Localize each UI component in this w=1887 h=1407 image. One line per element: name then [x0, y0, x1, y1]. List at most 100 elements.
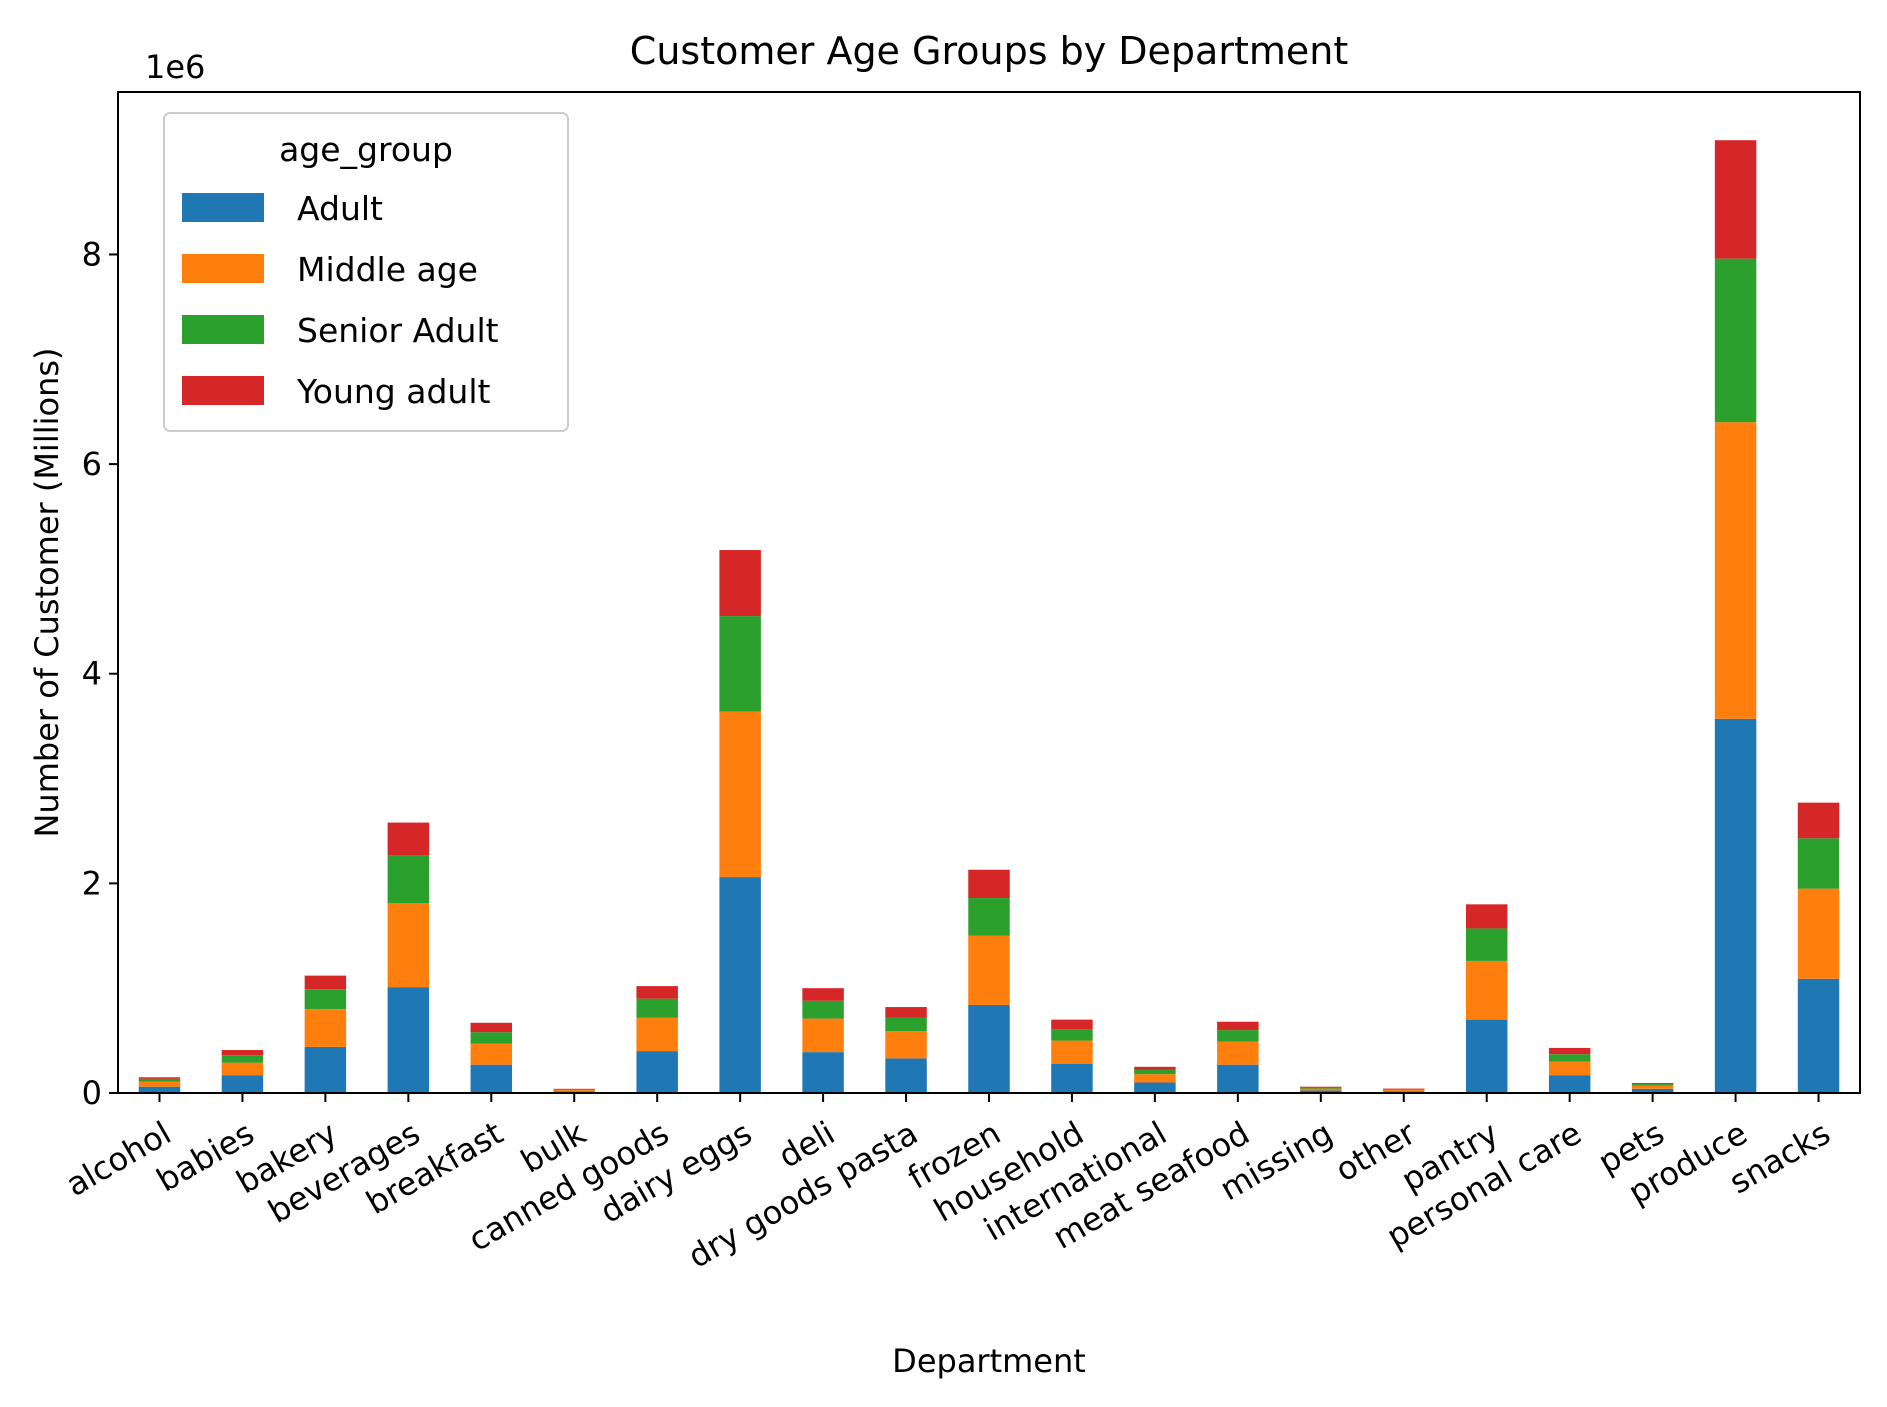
plot-frame: [117, 91, 1861, 1094]
bar-produce-senior-adult: [1714, 258, 1757, 423]
bar-produce-young-adult: [1714, 140, 1757, 259]
bar-beverages-middle-age: [387, 903, 430, 988]
bar-household-young-adult: [1051, 1019, 1093, 1030]
bar-produce-adult: [1714, 718, 1757, 1093]
bar-bulk-senior-adult: [553, 1089, 595, 1091]
bar-bakery-senior-adult: [304, 989, 347, 1010]
y-tick-label: 8: [82, 235, 102, 273]
bar-pantry-adult: [1465, 1019, 1508, 1093]
bars-layer: [138, 140, 1840, 1093]
bar-bakery-middle-age: [304, 1009, 347, 1047]
bar-beverages-young-adult: [387, 822, 430, 856]
bar-deli-middle-age: [802, 1018, 844, 1053]
bar-bulk-middle-age: [553, 1090, 595, 1092]
bar-canned-goods-young-adult: [636, 986, 678, 999]
bar-pets-senior-adult: [1631, 1084, 1674, 1086]
bar-babies-senior-adult: [221, 1055, 264, 1063]
bar-personal-care-senior-adult: [1548, 1054, 1591, 1062]
bar-snacks-adult: [1797, 978, 1840, 1093]
bar-pantry-young-adult: [1465, 904, 1508, 929]
bar-dairy-eggs-adult: [719, 877, 761, 1093]
y-tick-label: 2: [82, 864, 102, 902]
bar-breakfast-senior-adult: [470, 1032, 513, 1044]
legend-label: Adult: [297, 189, 383, 228]
bar-pets-adult: [1631, 1088, 1674, 1093]
y-axis: 0 2 4 6 8: [82, 235, 118, 1112]
x-tick-label: alcohol: [59, 1114, 177, 1204]
bar-other-middle-age: [1383, 1090, 1425, 1092]
bar-missing-adult: [1300, 1090, 1342, 1093]
legend-box: [163, 112, 569, 432]
bar-alcohol-senior-adult: [138, 1078, 181, 1082]
y-tick-label: 0: [82, 1074, 102, 1112]
y-tick-label: 6: [82, 445, 102, 483]
bar-personal-care-adult: [1548, 1075, 1591, 1093]
bar-babies-young-adult: [221, 1050, 264, 1056]
bar-canned-goods-adult: [636, 1051, 678, 1093]
bar-canned-goods-middle-age: [636, 1017, 678, 1052]
chart-title: Customer Age Groups by Department: [630, 29, 1348, 73]
bar-alcohol-adult: [138, 1086, 181, 1093]
bar-pantry-middle-age: [1465, 960, 1508, 1020]
y-offset-label: 1e6: [145, 48, 205, 86]
bar-snacks-middle-age: [1797, 888, 1840, 979]
bar-babies-adult: [221, 1075, 264, 1093]
bar-international-senior-adult: [1134, 1069, 1176, 1075]
bar-deli-young-adult: [802, 988, 844, 1001]
y-tick-label: 4: [82, 655, 102, 693]
bar-missing-senior-adult: [1300, 1087, 1342, 1089]
legend-title: age_group: [279, 130, 453, 169]
bar-deli-adult: [802, 1052, 844, 1093]
legend-swatch: [182, 376, 264, 405]
bar-household-senior-adult: [1051, 1029, 1093, 1041]
bar-breakfast-young-adult: [470, 1022, 513, 1033]
bar-breakfast-adult: [470, 1064, 513, 1093]
bar-international-young-adult: [1134, 1066, 1176, 1070]
bar-bakery-adult: [304, 1046, 347, 1093]
bar-meat-seafood-senior-adult: [1217, 1030, 1259, 1042]
bar-meat-seafood-young-adult: [1217, 1021, 1259, 1031]
legend-swatch: [182, 254, 264, 283]
bar-missing-young-adult: [1300, 1086, 1342, 1088]
bar-frozen-senior-adult: [968, 898, 1010, 936]
bar-household-middle-age: [1051, 1040, 1093, 1064]
bar-frozen-young-adult: [968, 869, 1010, 899]
bar-dairy-eggs-young-adult: [719, 550, 761, 617]
bar-dry-goods-pasta-middle-age: [885, 1031, 927, 1059]
bar-beverages-senior-adult: [387, 855, 430, 904]
legend-label: Senior Adult: [297, 311, 499, 350]
bar-household-adult: [1051, 1063, 1093, 1093]
legend-swatch: [182, 193, 264, 222]
legend-label: Young adult: [296, 372, 490, 411]
bar-breakfast-middle-age: [470, 1043, 513, 1065]
legend: age_group Adult Middle age Senior Adult You…: [163, 112, 569, 432]
bar-bakery-young-adult: [304, 975, 347, 990]
bar-international-adult: [1134, 1082, 1176, 1093]
bar-personal-care-middle-age: [1548, 1061, 1591, 1076]
bar-dairy-eggs-middle-age: [719, 711, 761, 878]
x-axis-label: Department: [892, 1342, 1086, 1380]
bar-international-middle-age: [1134, 1074, 1176, 1083]
bar-beverages-adult: [387, 987, 430, 1093]
bar-produce-middle-age: [1714, 422, 1757, 719]
bar-canned-goods-senior-adult: [636, 998, 678, 1018]
bar-meat-seafood-adult: [1217, 1064, 1259, 1093]
legend-swatch: [182, 315, 264, 344]
bar-dry-goods-pasta-adult: [885, 1058, 927, 1093]
bar-dry-goods-pasta-young-adult: [885, 1007, 927, 1018]
bar-dry-goods-pasta-senior-adult: [885, 1017, 927, 1032]
bar-bulk-young-adult: [553, 1088, 595, 1090]
bar-frozen-middle-age: [968, 935, 1010, 1005]
legend-label: Middle age: [297, 250, 478, 289]
bar-personal-care-young-adult: [1548, 1047, 1591, 1055]
bar-pets-middle-age: [1631, 1085, 1674, 1089]
bar-alcohol-young-adult: [138, 1077, 181, 1079]
bar-babies-middle-age: [221, 1062, 264, 1076]
bar-meat-seafood-middle-age: [1217, 1041, 1259, 1065]
bar-frozen-adult: [968, 1004, 1010, 1093]
bar-alcohol-middle-age: [138, 1081, 181, 1087]
bar-deli-senior-adult: [802, 1000, 844, 1019]
bar-snacks-senior-adult: [1797, 838, 1840, 889]
bar-missing-middle-age: [1300, 1088, 1342, 1091]
